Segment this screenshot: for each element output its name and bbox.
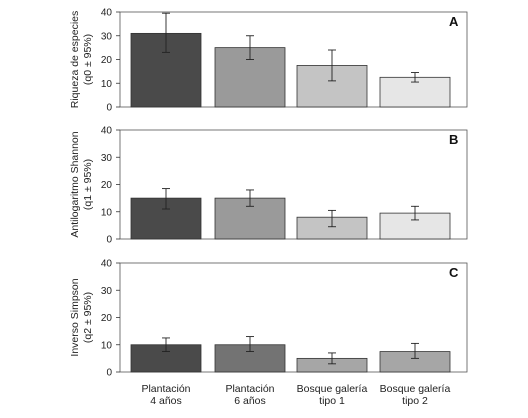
y-axis-label-line: Riqueza de especies xyxy=(69,11,81,108)
y-axis-label-line: Antilogaritmo Shannon xyxy=(69,131,81,237)
y-tick-label: 30 xyxy=(101,31,113,42)
panel-a: 0 10 20 30 40 Riqueza de especies(q0 ± 95%) A xyxy=(69,8,468,114)
y-tick-label: 0 xyxy=(106,235,112,246)
y-tick-label: 0 xyxy=(106,103,112,114)
y-tick-label: 40 xyxy=(101,259,113,270)
panel-letter: B xyxy=(449,132,458,147)
x-category-label: Plantación xyxy=(225,383,274,395)
y-tick-label: 20 xyxy=(101,313,113,324)
y-axis-label: Riqueza de especies(q0 ± 95%) xyxy=(69,11,94,108)
bar xyxy=(296,65,368,108)
y-tick-label: 20 xyxy=(101,180,113,191)
y-tick-label: 20 xyxy=(101,55,113,66)
y-axis-label: Inverso Simpson(q2 ± 95%) xyxy=(69,278,94,356)
x-category-label: 4 años xyxy=(150,395,182,407)
x-category-label: Bosque galería xyxy=(380,383,451,395)
y-tick-label: 0 xyxy=(106,368,112,379)
x-category-label: tipo 2 xyxy=(402,395,428,407)
y-axis-label-line: (q1 ± 95%) xyxy=(82,159,94,210)
panel-c: 0 10 20 30 40 Inverso Simpson(q2 ± 95%) C xyxy=(69,259,468,379)
panel-letter: A xyxy=(449,14,459,29)
y-tick-label: 30 xyxy=(101,153,113,164)
x-category-label: Bosque galería xyxy=(297,383,368,395)
x-category-label: tipo 1 xyxy=(319,395,345,407)
panel-letter: C xyxy=(449,265,459,280)
panel-b: 0 10 20 30 40 Antilogaritmo Shannon(q1 ± 95%)… xyxy=(69,126,468,246)
x-category-label: 6 años xyxy=(234,395,266,407)
y-axis-label-line: (q2 ± 95%) xyxy=(82,292,94,343)
y-tick-label: 10 xyxy=(101,207,113,218)
y-tick-label: 40 xyxy=(101,126,113,137)
y-axis-label-line: (q0 ± 95%) xyxy=(82,34,94,85)
y-tick-label: 10 xyxy=(101,79,113,90)
y-tick-label: 40 xyxy=(101,8,113,19)
y-tick-label: 10 xyxy=(101,340,113,351)
y-axis-label-line: Inverso Simpson xyxy=(69,278,81,356)
y-axis-label: Antilogaritmo Shannon(q1 ± 95%) xyxy=(69,131,94,237)
y-tick-label: 30 xyxy=(101,286,113,297)
x-category-label: Plantación xyxy=(141,383,190,395)
